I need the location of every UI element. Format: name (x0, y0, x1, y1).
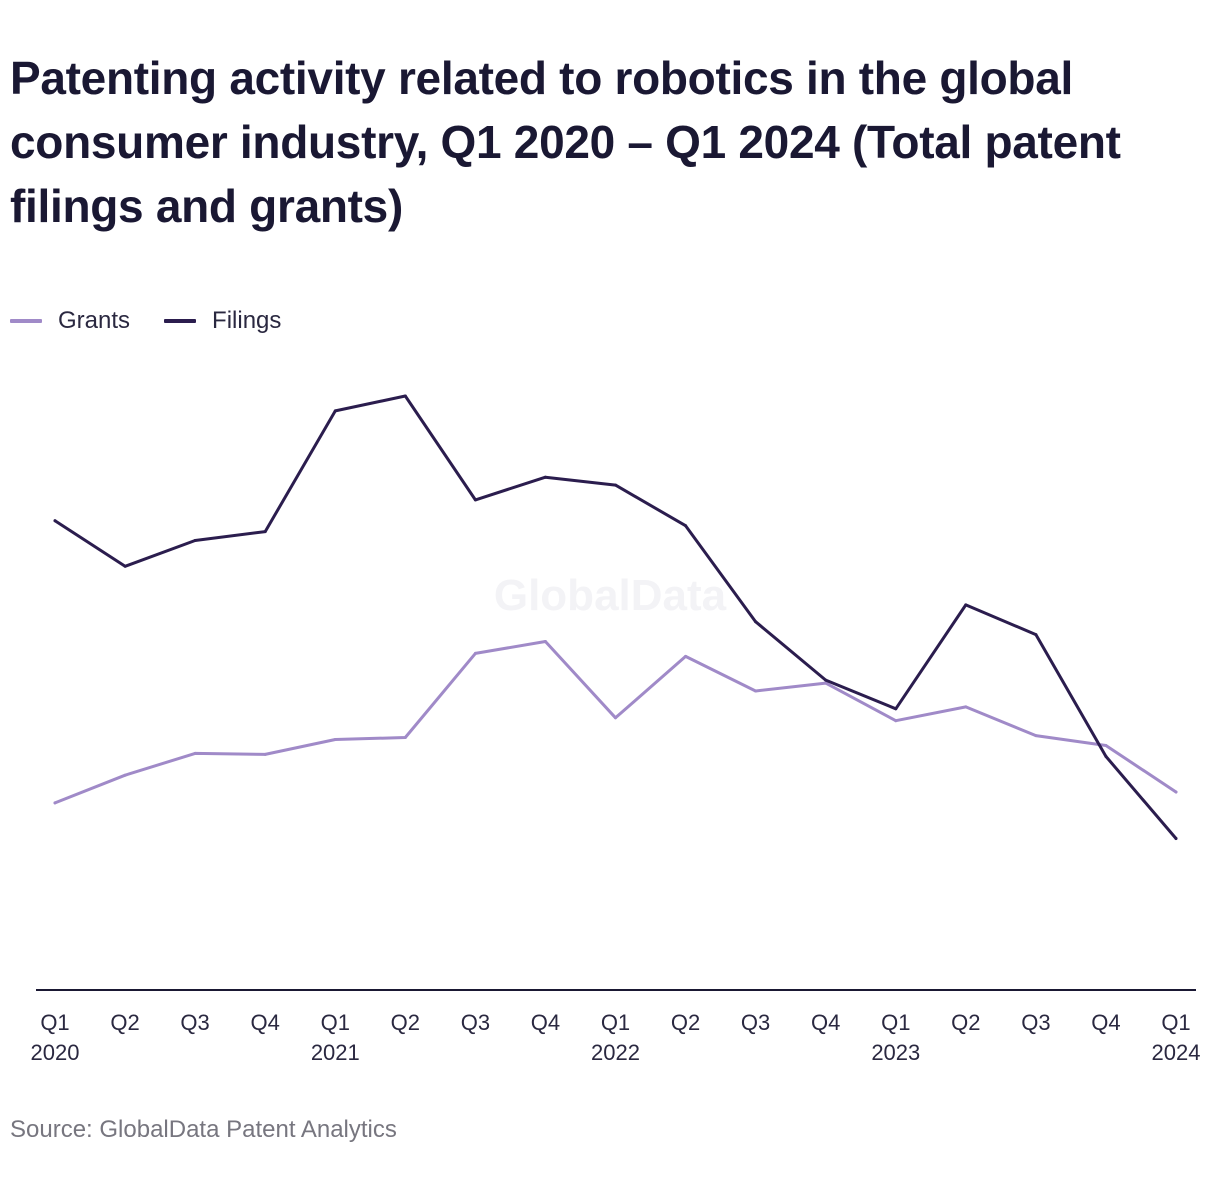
x-tick-label: Q2 (671, 1010, 700, 1035)
data-point-grants (754, 689, 758, 693)
data-point-grants (263, 752, 267, 756)
data-point-filings (964, 603, 968, 607)
x-tick-label: Q2 (951, 1010, 980, 1035)
data-point-grants (543, 640, 547, 643)
x-tick-year-label: 2021 (311, 1040, 360, 1065)
data-point-filings (263, 530, 267, 534)
x-tick-year-label: 2022 (591, 1040, 640, 1065)
data-point-filings (614, 483, 617, 487)
line-chart: GlobalData Q1 2020 Q2 Q3 Q4 Q1 2021 Q2 Q3 Q4 Q1 202… (31, 394, 1201, 1065)
x-axis-ticks: Q1 2020 Q2 Q3 Q4 Q1 2021 Q2 Q3 Q4 Q1 2022 Q2 Q3 Q4 Q1 20… (31, 1010, 1201, 1065)
x-tick-label: Q4 (811, 1010, 840, 1035)
series-layer (53, 394, 1178, 840)
data-point-filings (1174, 837, 1178, 840)
x-tick-year-label: 2023 (871, 1040, 920, 1065)
legend-item-grants: Grants (10, 307, 130, 335)
x-tick-label: Q1 (1161, 1010, 1190, 1035)
data-point-grants (1104, 744, 1108, 747)
legend: Grants Filings (10, 306, 315, 336)
x-tick-label: Q3 (1021, 1010, 1050, 1035)
x-tick-label: Q3 (461, 1010, 490, 1035)
legend-swatch-grants (10, 319, 42, 323)
data-point-filings (684, 524, 688, 528)
x-tick-label: Q3 (180, 1010, 209, 1035)
data-point-filings (754, 620, 758, 624)
data-point-grants (1034, 734, 1038, 738)
data-point-grants (964, 705, 968, 709)
data-point-filings (1104, 754, 1108, 758)
data-point-grants (403, 736, 407, 739)
data-point-filings (333, 409, 337, 413)
data-point-grants (53, 801, 57, 805)
data-point-filings (53, 519, 57, 523)
data-point-filings (473, 498, 477, 502)
x-tick-label: Q4 (1091, 1010, 1120, 1035)
x-tick-label: Q2 (391, 1010, 420, 1035)
data-point-grants (614, 716, 617, 720)
data-point-filings (123, 564, 127, 568)
x-tick-label: Q1 (40, 1010, 69, 1035)
x-tick-year-label: 2024 (1152, 1040, 1201, 1065)
data-point-filings (403, 394, 407, 398)
legend-swatch-filings (164, 319, 197, 323)
legend-label-grants: Grants (58, 307, 131, 334)
data-point-grants (333, 738, 337, 741)
x-tick-label: Q1 (881, 1010, 910, 1035)
x-tick-year-label: 2020 (31, 1040, 80, 1065)
data-point-filings (193, 539, 197, 542)
source-note: Source: GlobalData Patent Analytics (10, 1116, 397, 1143)
data-point-filings (824, 678, 828, 682)
data-point-grants (193, 751, 197, 755)
x-tick-label: Q3 (741, 1010, 770, 1035)
data-point-filings (543, 475, 547, 479)
legend-label-filings: Filings (212, 307, 282, 334)
legend-item-filings: Filings (164, 307, 281, 335)
watermark: GlobalData (494, 571, 727, 620)
x-tick-label: Q4 (251, 1010, 280, 1035)
chart-title: Patenting activity related to robotics i… (10, 52, 1121, 232)
data-point-grants (894, 719, 898, 723)
data-point-grants (684, 654, 688, 658)
x-tick-label: Q2 (110, 1010, 139, 1035)
data-point-filings (1034, 633, 1038, 637)
data-point-filings (894, 707, 898, 711)
x-tick-label: Q1 (601, 1010, 630, 1035)
x-tick-label: Q1 (321, 1010, 350, 1035)
series-line-grants (53, 640, 1178, 805)
data-point-grants (824, 681, 828, 685)
x-tick-label: Q4 (531, 1010, 560, 1035)
data-point-grants (123, 773, 127, 777)
data-point-grants (473, 651, 477, 655)
data-point-grants (1174, 790, 1178, 794)
